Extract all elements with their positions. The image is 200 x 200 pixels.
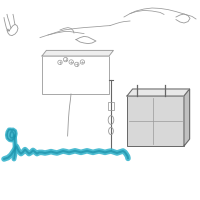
Polygon shape <box>42 50 113 56</box>
Bar <box>42 56 109 94</box>
Polygon shape <box>127 89 190 96</box>
Bar <box>108 102 114 110</box>
Polygon shape <box>184 89 190 146</box>
Bar <box>127 96 184 146</box>
